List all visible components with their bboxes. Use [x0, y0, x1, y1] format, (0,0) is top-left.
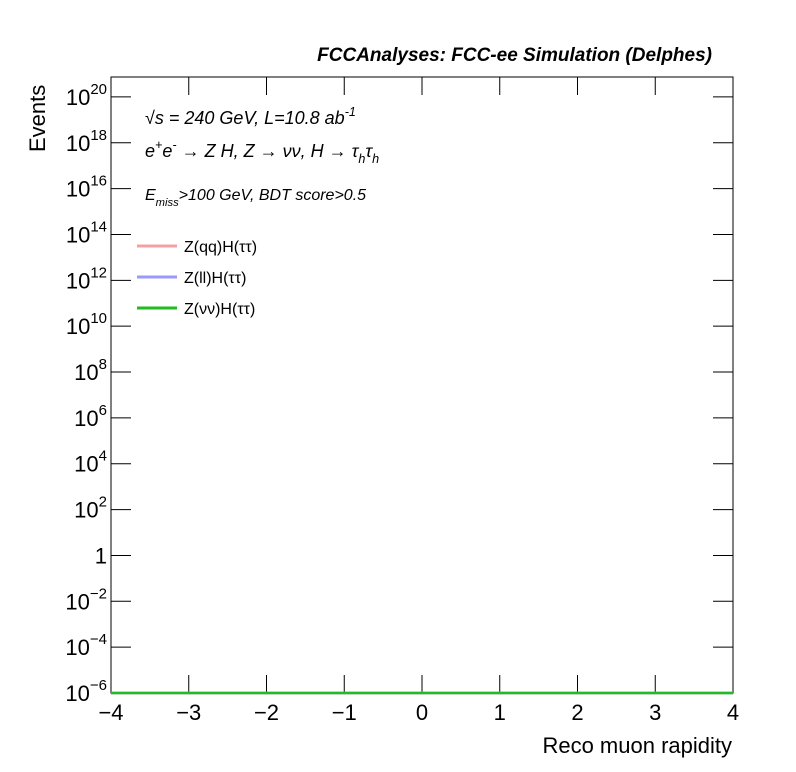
annotation: Emiss>100 GeV, BDT score>0.5: [145, 187, 366, 209]
x-tick-label: −1: [332, 700, 357, 725]
y-tick-exponent: −6: [90, 677, 107, 694]
y-tick-label: 1020: [66, 81, 107, 110]
y-tick-exponent: 10: [90, 310, 107, 327]
y-tick-label: 1010: [66, 310, 107, 339]
chart-title: FCCAnalyses: FCC-ee Simulation (Delphes): [317, 45, 712, 66]
y-tick-exponent: −2: [90, 585, 107, 602]
annotation-part: +: [155, 138, 162, 152]
y-tick-base: 10: [66, 314, 90, 339]
y-tick-base: 10: [66, 177, 90, 202]
y-tick-base: 10: [65, 589, 89, 614]
annotation-part: √s = 240 GeV, L=10.8 ab: [145, 108, 345, 128]
annotation-part: e: [162, 141, 172, 161]
y-tick-base: 10: [74, 406, 98, 431]
y-tick-base: 10: [66, 222, 90, 247]
y-tick-label: 10−2: [65, 585, 107, 614]
annotation: e+e- → Z H, Z → νν, H → τhτh: [145, 138, 379, 166]
y-tick-base: 10: [74, 452, 98, 477]
y-tick-exponent: 8: [99, 356, 107, 373]
x-tick-label: −2: [254, 700, 279, 725]
y-tick-label: 106: [74, 402, 107, 431]
x-tick-label: 1: [494, 700, 506, 725]
y-tick-exponent: 16: [90, 173, 107, 190]
y-tick-exponent: 20: [90, 81, 107, 98]
annotation-part: e: [145, 141, 155, 161]
annotation-part: h: [358, 152, 365, 166]
x-tick-label: 4: [727, 700, 739, 725]
x-tick-label: 2: [571, 700, 583, 725]
x-tick-label: −4: [98, 700, 123, 725]
y-tick-base: 10: [66, 268, 90, 293]
y-tick-label: 1018: [66, 127, 107, 156]
y-tick-exponent: −4: [90, 631, 107, 648]
annotation-part: >100 GeV, BDT score>0.5: [179, 187, 366, 204]
x-tick-label: 3: [649, 700, 661, 725]
x-axis-label: Reco muon rapidity: [542, 733, 732, 758]
x-tick-label: −3: [176, 700, 201, 725]
y-tick-label: 10−6: [65, 677, 107, 706]
y-tick-base: 10: [74, 498, 98, 523]
y-tick-base: 10: [66, 131, 90, 156]
y-tick-exponent: 12: [90, 264, 107, 281]
annotation-part: τ: [365, 141, 373, 161]
y-tick-label: 1: [95, 543, 107, 568]
annotation-part: E: [145, 187, 156, 204]
legend-label: Z(ll)H(ττ): [184, 270, 246, 287]
plot-frame: [110, 76, 734, 694]
y-tick-label: 1014: [66, 218, 107, 247]
y-tick-exponent: 18: [90, 127, 107, 144]
y-tick-label: 10−4: [65, 631, 107, 660]
y-tick-exponent: 4: [99, 448, 107, 465]
y-tick-exponent: 14: [90, 218, 107, 235]
y-tick-label: 1012: [66, 264, 107, 293]
annotation-part: miss: [156, 197, 179, 209]
y-tick-base: 10: [65, 635, 89, 660]
annotation-part: -: [172, 138, 176, 152]
y-tick-label: 102: [74, 494, 107, 523]
annotation-part: → Z H, Z → νν, H → τ: [177, 141, 360, 161]
annotation-part: h: [372, 152, 379, 166]
y-axis-label: Events: [25, 85, 50, 152]
annotation-part: -1: [345, 105, 356, 119]
y-tick-label: 108: [74, 356, 107, 385]
y-tick-exponent: 2: [99, 494, 107, 511]
y-tick-base: 10: [66, 85, 90, 110]
annotation: √s = 240 GeV, L=10.8 ab-1: [145, 105, 356, 128]
y-tick-exponent: 6: [99, 402, 107, 419]
legend-label: Z(qq)H(ττ): [184, 239, 257, 256]
y-tick-base: 10: [74, 360, 98, 385]
y-tick-base: 10: [65, 681, 89, 706]
legend-label: Z(νν)H(ττ): [184, 301, 255, 318]
y-tick-label: 104: [74, 448, 107, 477]
y-tick-label: 1016: [66, 173, 107, 202]
x-tick-label: 0: [416, 700, 428, 725]
